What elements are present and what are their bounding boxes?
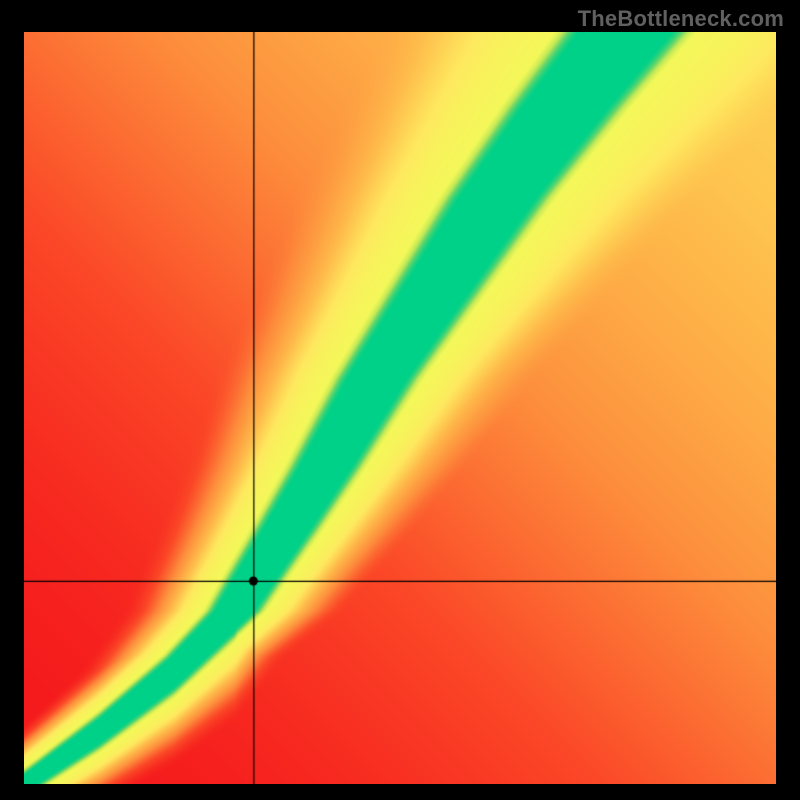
page-container: TheBottleneck.com: [0, 0, 800, 800]
bottleneck-heatmap: [24, 32, 776, 784]
watermark-label: TheBottleneck.com: [578, 6, 784, 32]
